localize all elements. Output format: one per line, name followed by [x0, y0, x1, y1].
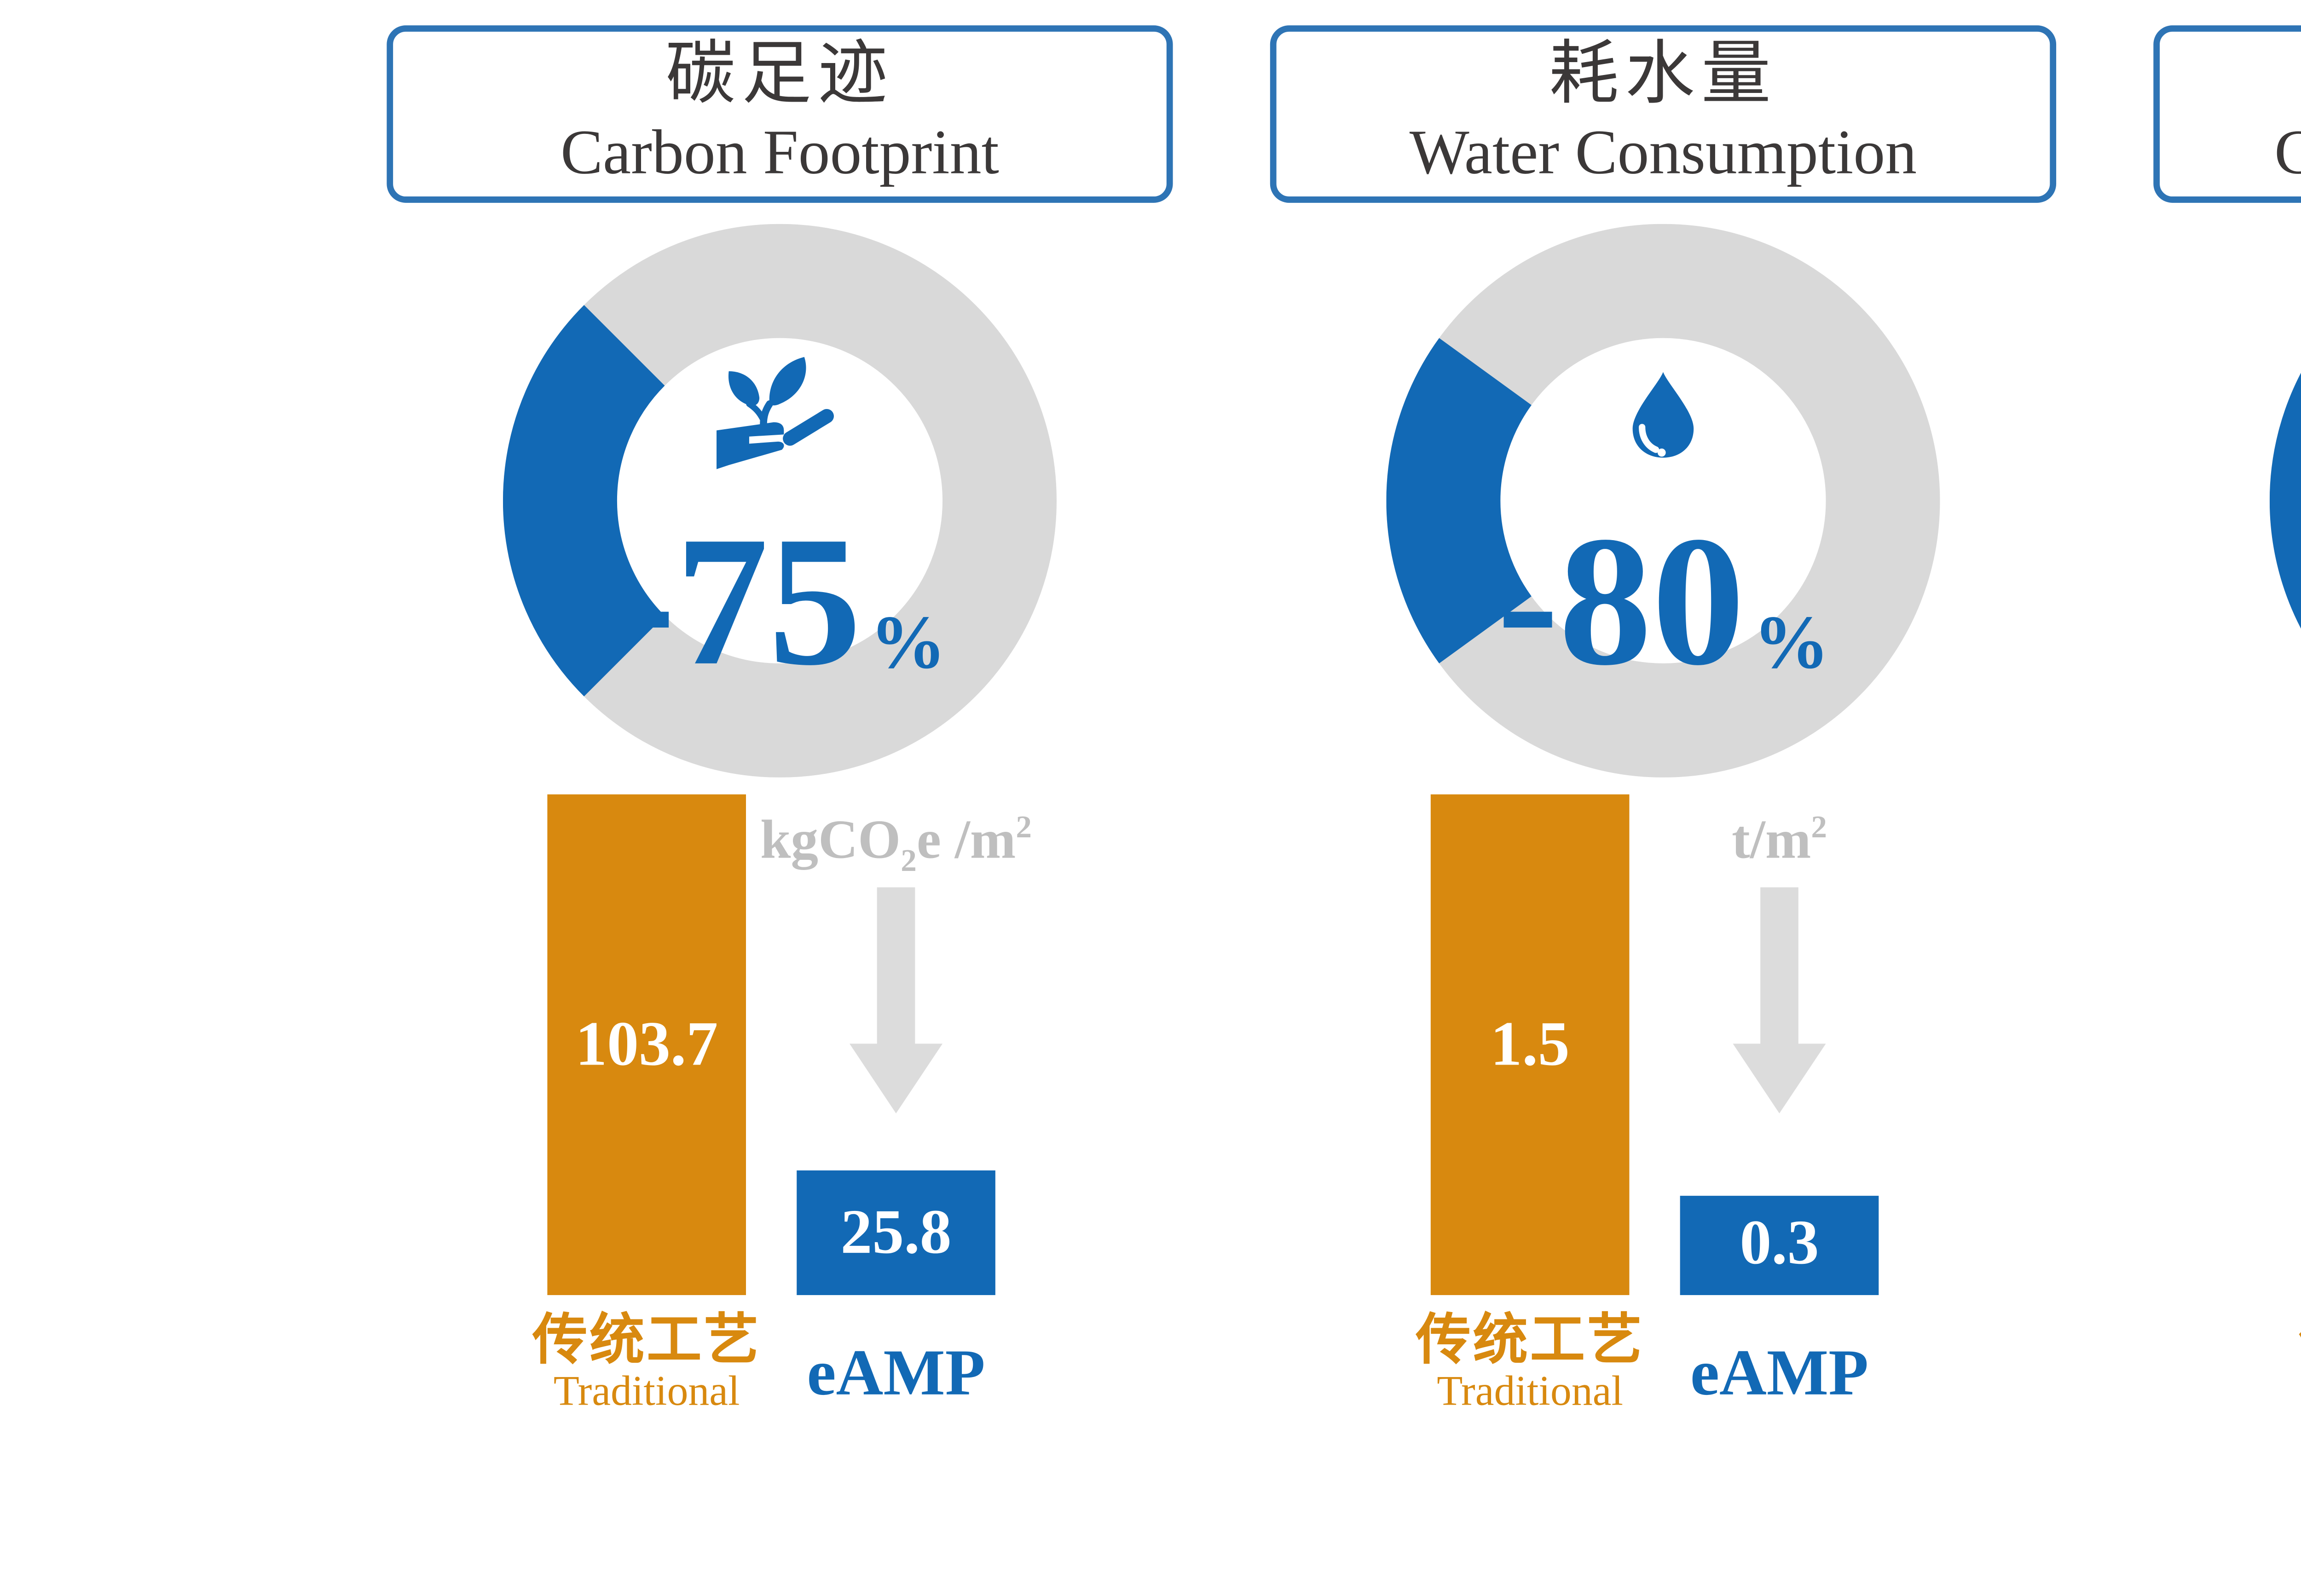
eamp-label: eAMP: [1690, 1335, 1869, 1409]
panel-copper-consumption: 铜损耗 Copper Consumption -70% g/m2 161 55: [2153, 0, 2301, 1595]
reduction-value: -80: [1497, 501, 1745, 706]
title-box-copper: 铜损耗 Copper Consumption: [2153, 25, 2301, 203]
donut-ring: [1386, 224, 1940, 778]
traditional-label: 传统工艺 Traditional: [444, 1310, 850, 1437]
sprout-hand-icon: [712, 355, 848, 473]
traditional-label: 传统工艺 Traditional: [1327, 1310, 1733, 1437]
panel-title-cn: 碳足迹: [665, 39, 894, 115]
traditional-label-cn: 传统工艺: [1416, 1308, 1644, 1371]
reduction-donut: -70%: [2269, 224, 2301, 778]
unit-label: kgCO2e /m2: [760, 809, 1032, 880]
traditional-bar: 1.5: [1430, 794, 1630, 1295]
panel-title-en: Carbon Footprint: [561, 118, 999, 188]
panel-title-cn: 耗水量: [1549, 39, 1777, 115]
unit-label: t/m2: [1731, 809, 1827, 870]
percent-sign: %: [1753, 600, 1830, 685]
percent-sign: %: [870, 600, 946, 685]
eamp-bar-value: 25.8: [840, 1197, 952, 1267]
traditional-label-en: Traditional: [2210, 1369, 2301, 1416]
panel-title-en: Water Consumption: [1409, 118, 1917, 188]
traditional-label-cn: 传统工艺: [2210, 1310, 2301, 1370]
eamp-bar: 25.8: [797, 1170, 995, 1295]
traditional-label: 传统工艺 Traditional: [2210, 1310, 2301, 1437]
traditional-label-en: Traditional: [1437, 1369, 1624, 1416]
traditional-bar-value: 1.5: [1490, 1008, 1570, 1079]
traditional-bar-value: 103.7: [575, 1008, 718, 1079]
title-box-carbon: 碳足迹 Carbon Footprint: [387, 25, 1173, 203]
panel-title-en: Copper Consumption: [2274, 121, 2301, 187]
reduction-percent: -70%: [2270, 511, 2301, 697]
reduction-percent: -75%: [503, 510, 1057, 697]
eamp-bar: 0.3: [1680, 1195, 1879, 1295]
reduction-donut: -80%: [1386, 224, 1940, 778]
panel-carbon-footprint: 碳足迹 Carbon Footprint -75% kgCO2e /m2: [387, 0, 1173, 1595]
title-box-water: 耗水量 Water Consumption: [1270, 25, 2057, 203]
panel-water-consumption: 耗水量 Water Consumption -80% t/m2 1.5 0.3: [1270, 0, 2057, 1595]
traditional-label-cn: 传统工艺: [532, 1308, 761, 1371]
down-arrow-icon: [1733, 887, 1826, 1114]
eamp-label: eAMP: [807, 1335, 985, 1409]
water-drop-icon: [1596, 355, 1731, 473]
reduction-percent: -80%: [1386, 510, 1940, 697]
reduction-donut: -75%: [503, 224, 1057, 778]
traditional-bar: 103.7: [547, 794, 746, 1295]
traditional-label-en: Traditional: [553, 1369, 740, 1416]
eamp-bar-value: 0.3: [1740, 1209, 1819, 1279]
down-arrow-icon: [850, 887, 943, 1114]
reduction-value: -75: [613, 501, 861, 706]
donut-ring: [503, 224, 1057, 778]
